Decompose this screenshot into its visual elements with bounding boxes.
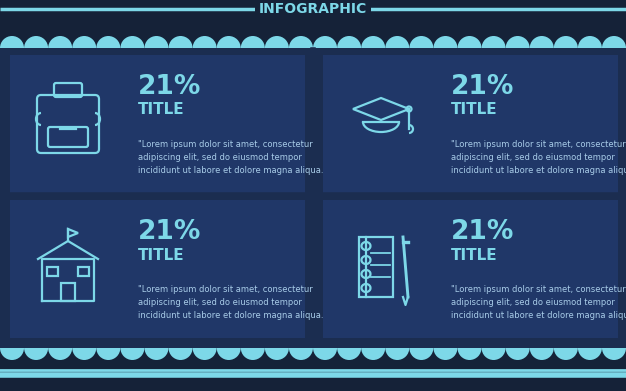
Text: 21%: 21% xyxy=(451,219,515,245)
FancyBboxPatch shape xyxy=(0,0,626,48)
Text: 21%: 21% xyxy=(138,219,202,245)
Wedge shape xyxy=(241,348,265,360)
Text: "Lorem ipsum dolor sit amet, consectetur
adipiscing elit, sed do eiusmod tempor
: "Lorem ipsum dolor sit amet, consectetur… xyxy=(138,285,324,320)
Wedge shape xyxy=(506,348,530,360)
Wedge shape xyxy=(578,348,602,360)
Wedge shape xyxy=(193,348,217,360)
FancyBboxPatch shape xyxy=(323,55,618,193)
Wedge shape xyxy=(578,36,602,48)
Wedge shape xyxy=(458,348,481,360)
Wedge shape xyxy=(0,36,24,48)
Wedge shape xyxy=(554,348,578,360)
Wedge shape xyxy=(241,36,265,48)
Wedge shape xyxy=(96,348,120,360)
Wedge shape xyxy=(506,36,530,48)
Wedge shape xyxy=(168,348,193,360)
Text: "Lorem ipsum dolor sit amet, consectetur
adipiscing elit, sed do eiusmod tempor
: "Lorem ipsum dolor sit amet, consectetur… xyxy=(451,140,626,176)
Wedge shape xyxy=(481,348,506,360)
Wedge shape xyxy=(265,36,289,48)
Text: TITLE: TITLE xyxy=(138,248,185,262)
Wedge shape xyxy=(433,36,458,48)
Wedge shape xyxy=(217,348,241,360)
Wedge shape xyxy=(120,36,145,48)
Wedge shape xyxy=(48,348,72,360)
Wedge shape xyxy=(72,36,96,48)
Text: 21%: 21% xyxy=(451,74,515,100)
Wedge shape xyxy=(24,348,48,360)
Wedge shape xyxy=(337,348,361,360)
FancyBboxPatch shape xyxy=(10,200,305,338)
Wedge shape xyxy=(145,36,168,48)
Wedge shape xyxy=(168,36,193,48)
Wedge shape xyxy=(602,348,626,360)
Wedge shape xyxy=(361,36,385,48)
FancyBboxPatch shape xyxy=(0,348,626,391)
Wedge shape xyxy=(361,348,385,360)
Text: INFOGRAPHIC: INFOGRAPHIC xyxy=(259,2,367,16)
Wedge shape xyxy=(433,348,458,360)
Text: "Lorem ipsum dolor sit amet, consectetur
adipiscing elit, sed do eiusmod tempor
: "Lorem ipsum dolor sit amet, consectetur… xyxy=(451,285,626,320)
Wedge shape xyxy=(193,36,217,48)
Wedge shape xyxy=(24,36,48,48)
Wedge shape xyxy=(217,36,241,48)
Wedge shape xyxy=(289,36,313,48)
Text: 21%: 21% xyxy=(138,74,202,100)
Wedge shape xyxy=(96,36,120,48)
Text: TITLE: TITLE xyxy=(451,102,498,118)
Text: TITLE: TITLE xyxy=(138,102,185,118)
Wedge shape xyxy=(48,36,72,48)
Wedge shape xyxy=(530,348,554,360)
Wedge shape xyxy=(72,348,96,360)
Wedge shape xyxy=(385,348,409,360)
Wedge shape xyxy=(530,36,554,48)
FancyBboxPatch shape xyxy=(0,48,626,348)
Wedge shape xyxy=(458,36,481,48)
Wedge shape xyxy=(313,348,337,360)
Wedge shape xyxy=(145,348,168,360)
Text: "Lorem ipsum dolor sit amet, consectetur
adipiscing elit, sed do eiusmod tempor
: "Lorem ipsum dolor sit amet, consectetur… xyxy=(138,140,324,176)
Wedge shape xyxy=(313,36,337,48)
Wedge shape xyxy=(337,36,361,48)
Text: TITLE: TITLE xyxy=(451,248,498,262)
Wedge shape xyxy=(265,348,289,360)
Wedge shape xyxy=(481,36,506,48)
FancyBboxPatch shape xyxy=(10,55,305,193)
Wedge shape xyxy=(120,348,145,360)
FancyBboxPatch shape xyxy=(323,200,618,338)
Wedge shape xyxy=(409,348,433,360)
Wedge shape xyxy=(409,36,433,48)
Wedge shape xyxy=(289,348,313,360)
Wedge shape xyxy=(385,36,409,48)
Wedge shape xyxy=(0,348,24,360)
Wedge shape xyxy=(602,36,626,48)
Wedge shape xyxy=(554,36,578,48)
